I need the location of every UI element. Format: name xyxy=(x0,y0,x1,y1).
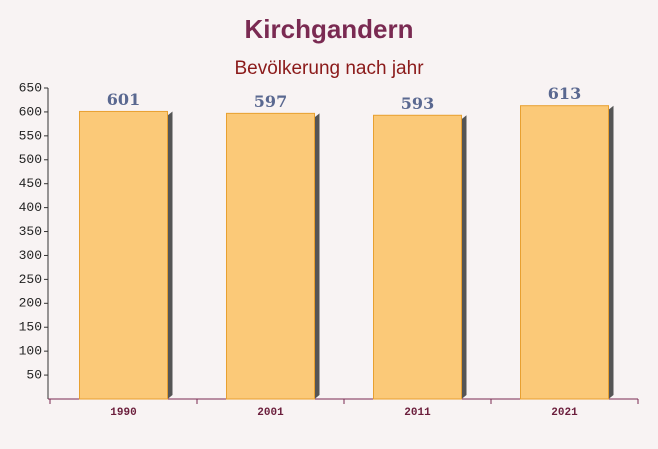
y-tick-label: 150 xyxy=(19,320,42,335)
bar xyxy=(79,110,168,400)
y-tick-label: 200 xyxy=(19,296,42,311)
bar-shadow xyxy=(608,105,614,400)
bar xyxy=(373,114,462,400)
value-label: 601 xyxy=(107,90,140,109)
y-tick-label: 650 xyxy=(19,80,42,95)
x-tick-label: 1990 xyxy=(110,407,136,419)
bar-shadow xyxy=(314,113,320,399)
value-label: 593 xyxy=(401,94,434,113)
y-tick-label: 100 xyxy=(19,344,42,359)
y-tick-label: 400 xyxy=(19,200,42,215)
value-label: 597 xyxy=(254,92,287,111)
chart-subtitle: Bevölkerung nach jahr xyxy=(234,58,424,79)
bar xyxy=(520,105,609,400)
x-tick-label: 2021 xyxy=(551,407,578,419)
y-tick-label: 550 xyxy=(19,128,42,143)
x-tick-label: 2011 xyxy=(404,407,431,419)
y-tick-label: 600 xyxy=(19,104,42,119)
y-tick-label: 350 xyxy=(19,224,42,239)
bar-shadow xyxy=(167,111,173,400)
chart-title: Kirchgandern xyxy=(244,14,413,44)
y-tick-label: 450 xyxy=(19,176,42,191)
x-tick-label: 2001 xyxy=(257,407,284,419)
y-tick-label: 500 xyxy=(19,152,42,167)
bar xyxy=(226,112,315,400)
y-tick-label: 250 xyxy=(19,272,42,287)
value-label: 613 xyxy=(548,84,581,103)
y-tick-label: 50 xyxy=(26,368,42,383)
bar-shadow xyxy=(461,115,467,399)
y-tick-label: 300 xyxy=(19,248,42,263)
